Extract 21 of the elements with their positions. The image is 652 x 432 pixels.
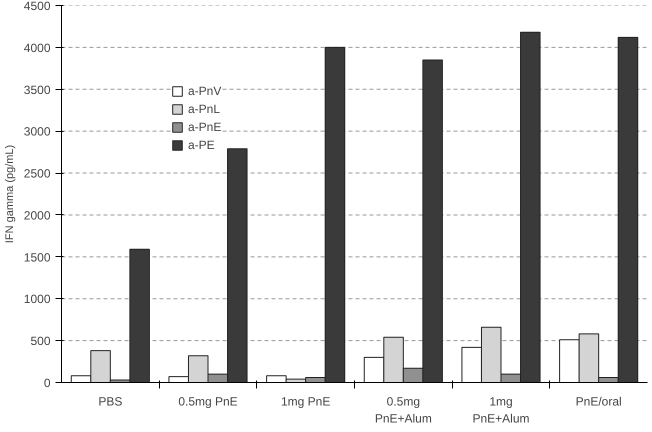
y-tick-label: 0 (44, 376, 51, 390)
y-tick-label: 4500 (24, 0, 51, 13)
legend-label: a-PnV (188, 84, 222, 98)
y-tick-label: 3500 (24, 82, 51, 97)
legend-label: a-PE (188, 138, 215, 152)
legend-label: a-PnE (188, 120, 222, 134)
x-tick-label: 0.5mg PnE (178, 394, 238, 408)
x-tick-label: PnE/oral (576, 394, 622, 408)
y-axis-title: IFN gamma (pg/mL) (4, 144, 16, 244)
y-tick-label: 2000 (24, 208, 51, 222)
x-tick-label: PBS (98, 394, 122, 408)
legend-label: a-PnL (188, 102, 220, 116)
x-tick-label: 1mg PnE (280, 394, 330, 408)
y-tick-label: 3000 (24, 124, 51, 139)
y-tick-label: 2500 (24, 166, 51, 181)
x-tick-label: 0.5mg PnE+Alum (374, 394, 432, 426)
y-tick-label: 1000 (24, 292, 51, 306)
y-tick-label: 500 (30, 334, 51, 348)
x-tick-label: 1mg PnE+Alum (472, 394, 530, 426)
y-tick-label: 4000 (24, 40, 51, 55)
y-tick-label: 1500 (24, 250, 51, 264)
